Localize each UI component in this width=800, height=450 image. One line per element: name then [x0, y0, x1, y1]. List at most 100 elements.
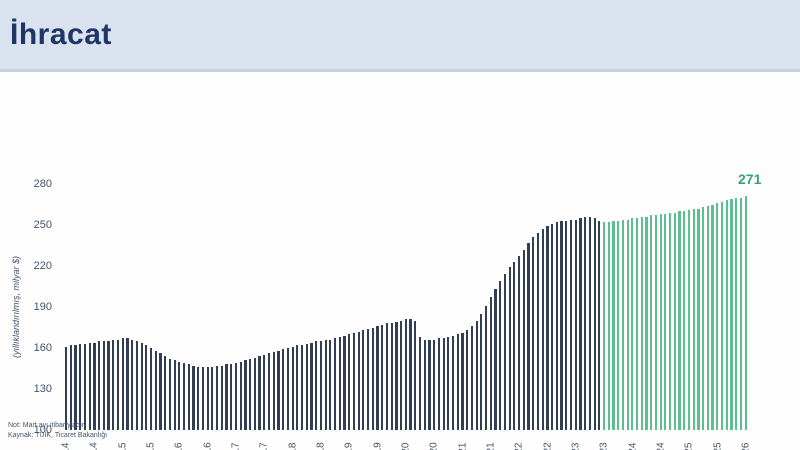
- bar-actual: [220, 365, 223, 430]
- bar-actual: [300, 345, 304, 430]
- bar-forecast: [640, 216, 643, 430]
- bar-actual: [442, 338, 445, 430]
- bar-actual: [357, 331, 360, 430]
- bar-actual: [239, 361, 242, 430]
- x-tick-label: Oca-16: [174, 443, 185, 450]
- page-title: İhracat: [10, 17, 112, 51]
- bar-actual: [593, 218, 596, 430]
- bar-actual: [126, 338, 129, 430]
- bar-actual: [513, 261, 516, 430]
- bar-actual: [381, 324, 384, 430]
- bar-actual: [88, 342, 91, 430]
- bar-forecast: [735, 197, 738, 430]
- bar-actual: [579, 218, 582, 430]
- bar-actual: [480, 313, 483, 430]
- bar-forecast: [664, 214, 667, 430]
- bar-forecast: [683, 211, 686, 430]
- bar-actual: [546, 226, 549, 430]
- x-tick-label: Tem-18: [316, 442, 327, 450]
- bar-actual: [319, 341, 322, 430]
- bar-forecast: [650, 215, 653, 430]
- x-tick-label: Tem-20: [429, 442, 440, 450]
- bar-actual: [565, 220, 568, 430]
- bar-actual: [107, 341, 110, 430]
- bar-actual: [315, 341, 318, 430]
- bar-forecast: [635, 218, 639, 430]
- bar-actual: [400, 320, 403, 430]
- bar-actual: [338, 337, 341, 430]
- bar-actual: [414, 320, 417, 430]
- bar-forecast: [617, 220, 620, 430]
- bar-actual: [598, 220, 601, 430]
- bar-actual: [428, 339, 431, 430]
- x-axis: Oca-14 Tem-14 Oca-15 Tem-15 Oca-16 Tem-16 Oca-…: [61, 433, 752, 450]
- x-tick-label: Oca-17: [231, 443, 242, 450]
- bar-actual: [551, 223, 554, 430]
- bar-forecast: [687, 209, 691, 430]
- bar-actual: [249, 358, 252, 430]
- bar-actual: [102, 341, 105, 430]
- bar-actual: [362, 330, 365, 430]
- bar-actual: [201, 367, 205, 430]
- bar-actual: [503, 274, 507, 430]
- bar-actual: [267, 353, 271, 430]
- bar-actual: [451, 335, 455, 430]
- bar-actual: [395, 322, 398, 430]
- bar-actual: [253, 357, 256, 430]
- bar-actual: [433, 339, 436, 430]
- bar-actual: [112, 339, 115, 430]
- bar-actual: [409, 319, 412, 430]
- bar-forecast: [697, 208, 700, 430]
- x-tick-label: Tem-15: [146, 442, 157, 450]
- bar-series: [65, 184, 747, 430]
- x-tick-label: Oca-20: [401, 443, 412, 450]
- export-chart: (yıllıklandırılmış, milyar $) 100 130 160 1…: [0, 75, 800, 450]
- bar-actual: [574, 219, 577, 430]
- bar-actual: [343, 335, 346, 430]
- x-tick-label: Oca-26: [740, 443, 751, 450]
- x-tick-label: Oca-15: [117, 443, 128, 450]
- bar-actual: [98, 341, 101, 430]
- bar-actual: [385, 323, 389, 430]
- bar-actual: [154, 350, 157, 430]
- bar-forecast: [692, 208, 695, 430]
- bar-actual: [466, 330, 469, 430]
- bar-forecast: [654, 215, 658, 430]
- bar-actual: [348, 334, 351, 430]
- bar-actual: [131, 339, 134, 430]
- y-tick-label: 130: [33, 383, 52, 395]
- bar-actual: [145, 345, 148, 430]
- x-tick-label: Oca-24: [627, 443, 638, 450]
- bar-actual: [456, 334, 459, 430]
- bar-actual: [187, 364, 190, 430]
- bar-actual: [518, 256, 521, 430]
- x-tick-label: Tem-24: [655, 442, 666, 450]
- x-tick-label: Tem-25: [712, 442, 723, 450]
- bar-actual: [555, 222, 558, 430]
- bar-forecast: [669, 212, 672, 430]
- bar-actual: [475, 320, 478, 430]
- bar-forecast: [678, 211, 681, 430]
- bar-actual: [244, 360, 247, 430]
- x-tick-label: Oca-23: [570, 443, 581, 450]
- x-tick-label: Oca-18: [287, 443, 298, 450]
- bar-actual: [560, 220, 563, 430]
- bar-forecast: [659, 214, 662, 430]
- bar-actual: [211, 367, 214, 430]
- bar-actual: [376, 326, 379, 430]
- bar-actual: [197, 367, 200, 430]
- x-tick-label: Oca-25: [684, 443, 695, 450]
- title-bar: İhracat: [0, 0, 800, 72]
- bar-actual: [173, 360, 176, 430]
- bar-actual: [121, 338, 124, 430]
- bar-forecast: [739, 197, 742, 430]
- bar-actual: [216, 365, 219, 430]
- bar-actual: [178, 361, 181, 430]
- bar-actual: [584, 216, 587, 430]
- bar-actual: [329, 339, 332, 430]
- y-tick-label: 160: [33, 342, 52, 354]
- bar-actual: [461, 332, 464, 430]
- bar-actual: [282, 349, 285, 430]
- bar-actual: [333, 338, 337, 430]
- bar-actual: [69, 345, 72, 430]
